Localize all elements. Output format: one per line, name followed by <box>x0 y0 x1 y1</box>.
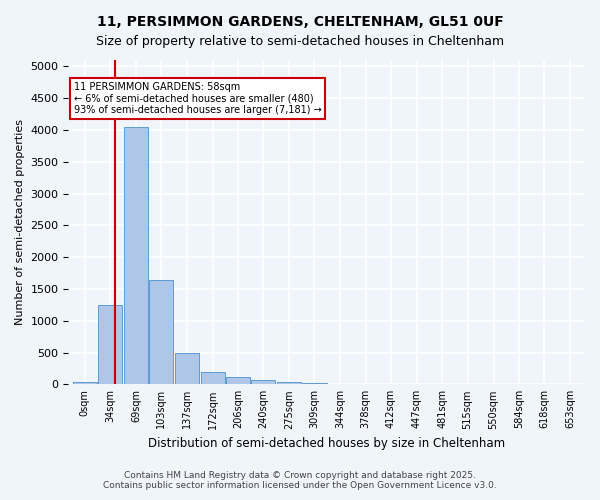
Y-axis label: Number of semi-detached properties: Number of semi-detached properties <box>15 119 25 325</box>
Bar <box>302 383 326 384</box>
Bar <box>149 280 173 384</box>
Bar <box>98 305 122 384</box>
Text: 11 PERSIMMON GARDENS: 58sqm
← 6% of semi-detached houses are smaller (480)
93% o: 11 PERSIMMON GARDENS: 58sqm ← 6% of semi… <box>74 82 322 116</box>
Bar <box>73 382 97 384</box>
Text: Size of property relative to semi-detached houses in Cheltenham: Size of property relative to semi-detach… <box>96 35 504 48</box>
Text: 11, PERSIMMON GARDENS, CHELTENHAM, GL51 0UF: 11, PERSIMMON GARDENS, CHELTENHAM, GL51 … <box>97 15 503 29</box>
X-axis label: Distribution of semi-detached houses by size in Cheltenham: Distribution of semi-detached houses by … <box>148 437 505 450</box>
Bar <box>251 380 275 384</box>
Bar <box>277 382 301 384</box>
Bar <box>124 127 148 384</box>
Bar <box>200 372 224 384</box>
Bar <box>226 377 250 384</box>
Text: Contains HM Land Registry data © Crown copyright and database right 2025.
Contai: Contains HM Land Registry data © Crown c… <box>103 470 497 490</box>
Bar <box>175 353 199 384</box>
